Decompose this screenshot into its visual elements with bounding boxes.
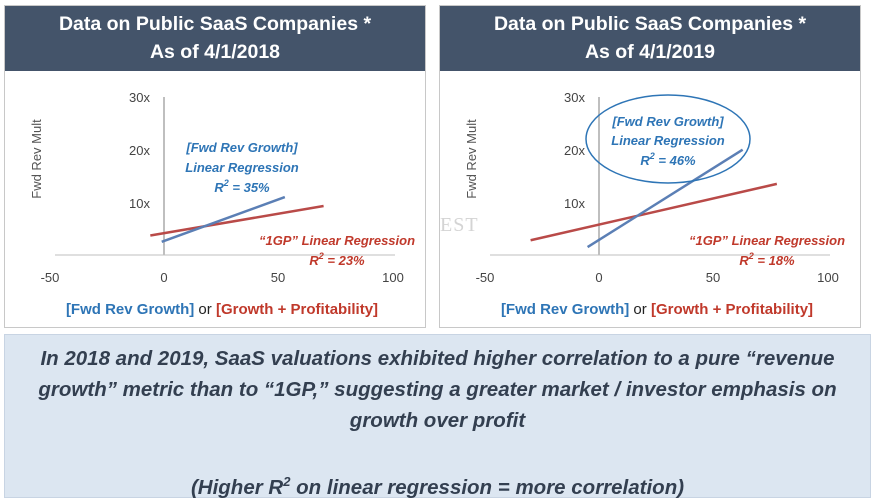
x-tick-label: -50 (41, 270, 60, 285)
panel-title-line2: As of 4/1/2019 (584, 41, 716, 63)
panel-title: Data on Public SaaS Companies * As of 4/… (440, 6, 860, 71)
panel-title: Data on Public SaaS Companies * As of 4/… (5, 6, 425, 71)
blue-annotation-line2: Linear Regression (611, 133, 724, 148)
x-tick-label: 0 (160, 270, 167, 285)
blue-annotation-line1: [Fwd Rev Growth] (611, 114, 724, 129)
y-tick-label: 10x (564, 196, 585, 211)
x-tick-label: -50 (476, 270, 495, 285)
regression-line-fwd-rev-growth (161, 195, 286, 244)
y-tick-label: 10x (129, 196, 150, 211)
x-tick-label: 100 (817, 270, 839, 285)
x-tick-label: 0 (595, 270, 602, 285)
blue-annotation-r2: R2 = 35% (214, 178, 270, 195)
x-tick-label: 50 (706, 270, 720, 285)
y-tick-label: 30x (564, 90, 585, 105)
summary-note: (Higher R2 on linear regression = more c… (190, 474, 685, 499)
chart-panel-2018: Data on Public SaaS Companies * As of 4/… (4, 5, 426, 328)
y-tick-label: 30x (129, 90, 150, 105)
blue-annotation-line2: Linear Regression (185, 160, 298, 175)
blue-annotation-line1: [Fwd Rev Growth] (185, 140, 298, 155)
y-tick-label: 20x (564, 143, 585, 158)
legend: [Fwd Rev Growth] or [Growth + Profitabil… (66, 301, 378, 318)
highlight-ellipse (585, 94, 751, 184)
y-tick-label: 20x (129, 143, 150, 158)
red-annotation-line1: “1GP” Linear Regression (259, 233, 415, 248)
regression-line-1gp (150, 204, 324, 237)
regression-line-1gp (530, 182, 778, 242)
regression-line-fwd-rev-growth (586, 148, 744, 249)
scatter-chart-2019: Fwd Rev Mult NORWEST 30x 20x 10x -50 0 5… (440, 90, 845, 318)
y-axis-label: Fwd Rev Mult (29, 119, 44, 199)
x-tick-label: 100 (382, 270, 404, 285)
y-axis-label: Fwd Rev Mult (464, 119, 479, 199)
panel-title-line1: Data on Public SaaS Companies * (493, 13, 807, 35)
scatter-chart-2018: Fwd Rev Mult 30x 20x 10x -50 0 50 100 [F… (29, 90, 415, 318)
panel-title-line1: Data on Public SaaS Companies * (58, 13, 372, 35)
panel-title-line2: As of 4/1/2018 (149, 41, 281, 63)
legend: [Fwd Rev Growth] or [Growth + Profitabil… (501, 301, 813, 318)
red-annotation-r2: R2 = 18% (739, 251, 795, 268)
summary-text: In 2018 and 2019, SaaS valuations exhibi… (38, 347, 837, 432)
red-annotation-r2: R2 = 23% (309, 251, 365, 268)
chart-panel-2019: Data on Public SaaS Companies * As of 4/… (439, 5, 861, 328)
summary-callout: In 2018 and 2019, SaaS valuations exhibi… (4, 334, 871, 499)
watermark: NORWEST (440, 214, 479, 236)
x-tick-label: 50 (271, 270, 285, 285)
red-annotation-line1: “1GP” Linear Regression (689, 233, 845, 248)
blue-annotation-r2: R2 = 46% (640, 151, 696, 168)
